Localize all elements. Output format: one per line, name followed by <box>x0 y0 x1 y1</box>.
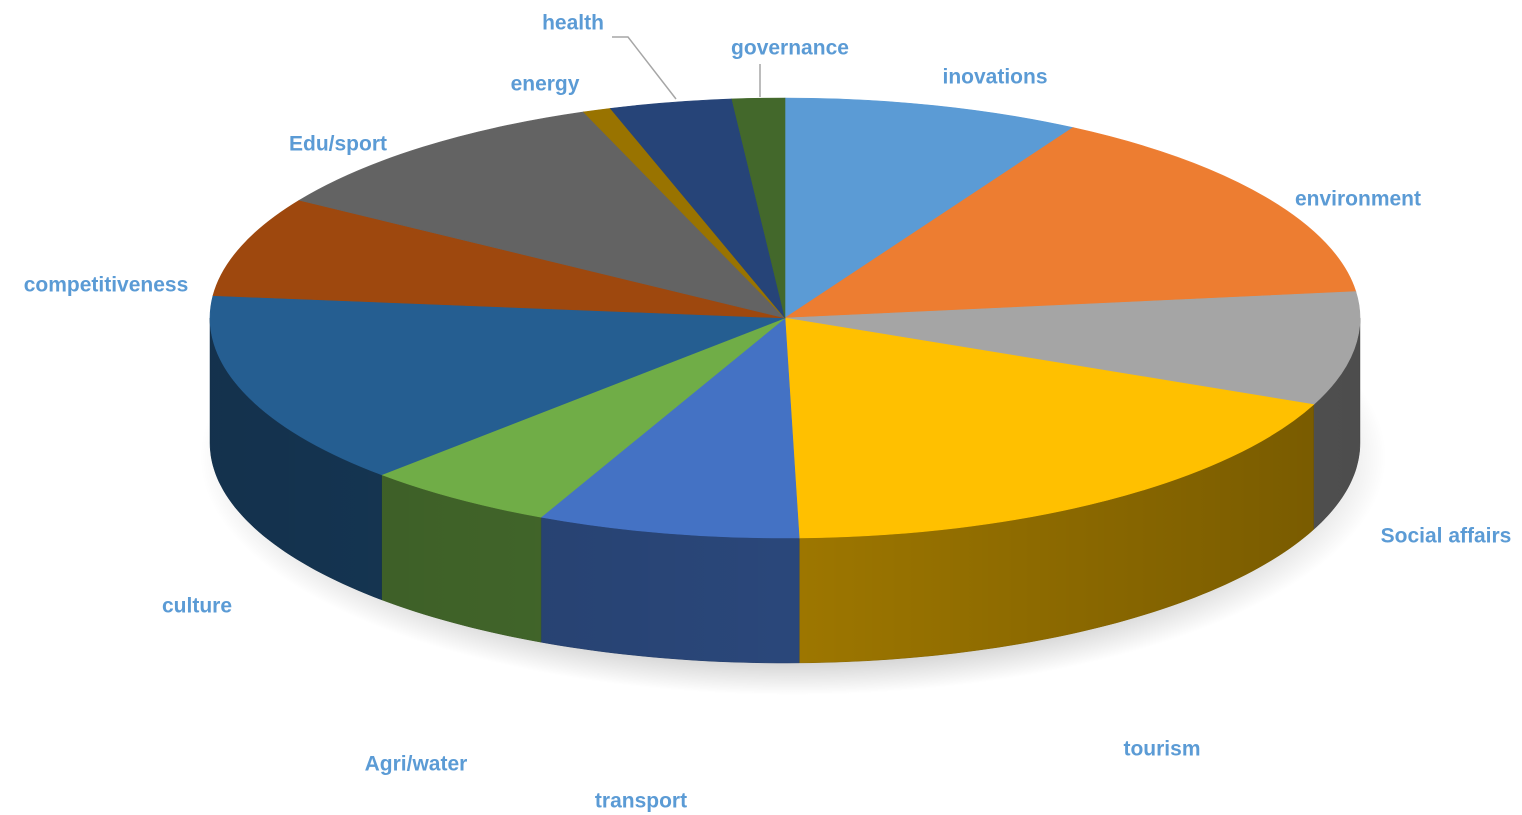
pie-slice-agri-water <box>380 317 786 518</box>
pie-slice-culture <box>209 295 786 476</box>
slice-label-tourism: tourism <box>1123 738 1200 761</box>
pie-slice-transport <box>540 317 800 539</box>
slice-label-governance: governance <box>731 37 849 60</box>
slice-label-energy: energy <box>511 73 580 96</box>
slice-label-health: health <box>542 12 604 35</box>
leader-line-health <box>612 36 677 100</box>
pie-slice-competitiveness <box>212 199 786 319</box>
slice-label-transport: transport <box>595 790 687 813</box>
pie-slice-tourism <box>784 317 1315 539</box>
pie-slice-governance <box>731 97 786 319</box>
slice-label-agri-water: Agri/water <box>365 753 468 776</box>
pie-side-shading <box>210 318 1360 663</box>
slice-label-inovations: inovations <box>942 66 1047 89</box>
slice-label-social-affairs: Social affairs <box>1381 525 1512 548</box>
pie-slice-inovations <box>784 97 1074 319</box>
pie-slice-social-affairs <box>784 291 1361 405</box>
pie-slice-edu-sport <box>298 111 786 319</box>
slice-label-edu-sport: Edu/sport <box>289 133 387 156</box>
slice-label-competitiveness: competitiveness <box>24 274 189 297</box>
pie-slice-environment <box>783 127 1357 319</box>
slice-label-culture: culture <box>162 595 232 618</box>
slice-label-environment: environment <box>1295 188 1421 211</box>
